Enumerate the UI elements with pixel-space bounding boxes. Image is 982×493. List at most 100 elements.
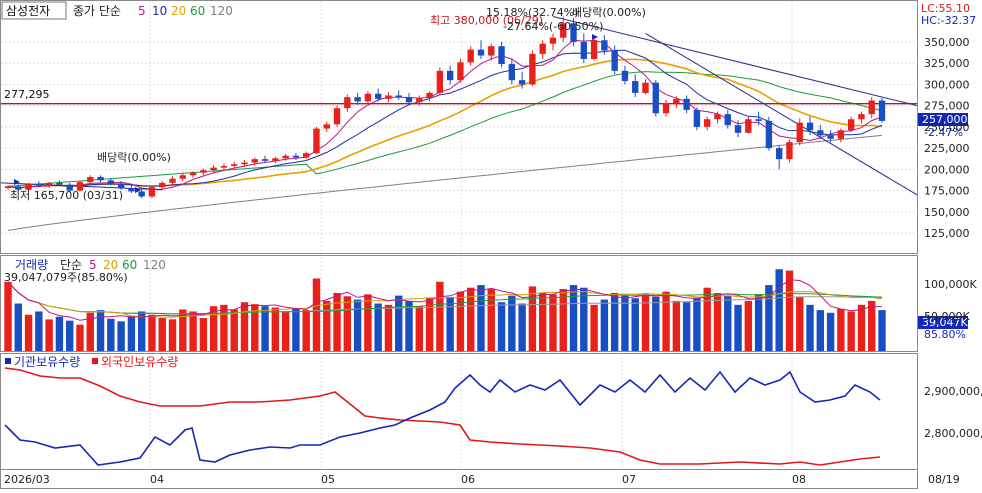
price-ytick-7: 175,000 xyxy=(924,185,970,198)
volume-bar xyxy=(384,304,393,351)
volume-bar xyxy=(631,298,639,351)
inst-legend: 기관보유수량 xyxy=(14,355,80,369)
ma-legend-series: 종가 단순 xyxy=(73,4,121,18)
volume-bar xyxy=(580,287,588,351)
volume-bar xyxy=(353,299,362,351)
volume-ma5 xyxy=(7,279,883,321)
volume-bar xyxy=(323,300,331,351)
candle-body xyxy=(601,40,608,51)
volume-bar xyxy=(868,300,876,351)
volume-bar xyxy=(436,281,444,351)
holdings-ytick-1: 2,800,000,0 xyxy=(924,427,982,440)
candle-body xyxy=(220,165,228,168)
candle-body xyxy=(231,164,238,166)
volume-bar xyxy=(518,303,526,351)
candle-body xyxy=(477,49,485,56)
stock-name: 삼성전자 xyxy=(6,4,50,18)
candle-body xyxy=(374,93,382,99)
holdings-ytick-0: 2,900,000,0 xyxy=(924,385,982,398)
volume-bar xyxy=(508,295,516,351)
candle-body xyxy=(128,188,135,192)
candle-body xyxy=(488,46,495,56)
candle-body xyxy=(837,130,845,139)
volume-legend-60: 60 xyxy=(122,258,137,272)
ma-legend-120: 120 xyxy=(210,4,233,18)
volume-bar xyxy=(497,302,506,351)
trend-line-1 xyxy=(645,33,918,196)
candle-body xyxy=(56,182,63,185)
inst-legend-marker xyxy=(5,358,11,364)
volume-bar xyxy=(405,300,413,351)
pct-high-annotation: 15.18%(32.74%) xyxy=(486,6,578,19)
volume-bar xyxy=(189,311,197,351)
xaxis-label-3: 06 xyxy=(461,473,475,486)
volume-bar xyxy=(240,302,249,351)
volume-current-box xyxy=(918,316,968,329)
candle-body xyxy=(395,95,402,98)
volume-bar xyxy=(65,320,74,351)
foreign-legend-marker xyxy=(92,358,98,364)
dividend-annotation-2: 배당락(0.00%) xyxy=(572,6,646,19)
candle-body xyxy=(827,135,834,139)
candle-body xyxy=(590,40,598,59)
volume-bar xyxy=(446,296,454,351)
candle-body xyxy=(241,162,248,165)
candle-body xyxy=(457,62,464,81)
price-ytick-0: 350,000 xyxy=(924,36,970,49)
candle-body xyxy=(765,120,773,149)
price-ytick-5: 225,000 xyxy=(924,142,970,155)
inst-holdings-line xyxy=(4,370,881,466)
candle-body xyxy=(560,23,567,38)
volume-ytick-1: 50,000K xyxy=(924,310,970,323)
volume-ma60 xyxy=(7,281,883,315)
candle-body xyxy=(734,125,742,133)
xaxis-label-6: 08/19 xyxy=(928,473,960,486)
candle-body xyxy=(97,176,104,181)
current-change-label: -2.47% xyxy=(924,126,963,139)
pct-high2-annotation: -27.64%(-60.50%) xyxy=(503,20,603,33)
volume-bar xyxy=(806,304,814,351)
candle-body xyxy=(35,183,43,186)
candle-body xyxy=(868,100,875,115)
candle-body xyxy=(539,43,546,54)
candle-body xyxy=(323,124,330,129)
volume-legend-5: 5 xyxy=(89,258,97,272)
candle-body xyxy=(4,186,12,189)
candle-body xyxy=(796,122,803,143)
volume-bar xyxy=(261,306,269,351)
candle-body xyxy=(66,184,73,191)
volume-bar xyxy=(621,295,629,351)
candle-body xyxy=(775,148,783,160)
high-annotation: 최고 380,000 (06/29) xyxy=(430,14,543,27)
volume-bar xyxy=(199,318,208,351)
volume-bar xyxy=(765,285,773,351)
x-axis-frame xyxy=(0,469,918,489)
volume-ma20 xyxy=(7,281,883,318)
candle-body xyxy=(508,64,516,81)
volume-bar xyxy=(137,311,146,351)
volume-bar xyxy=(364,294,372,351)
price-ytick-8: 150,000 xyxy=(924,206,970,219)
volume-bar xyxy=(847,311,855,351)
foreign-holdings-line xyxy=(4,367,881,466)
volume-bar xyxy=(292,308,300,351)
ma10-line xyxy=(7,49,883,189)
candle-body xyxy=(333,108,341,125)
candle-body xyxy=(549,37,557,44)
candle-body xyxy=(806,122,814,131)
ma-legend-10: 10 xyxy=(152,4,167,18)
stock-name-box[interactable] xyxy=(1,1,67,20)
price-panel-frame xyxy=(0,0,918,254)
candle-body xyxy=(107,180,115,184)
volume-bar xyxy=(395,295,403,351)
volume-bar xyxy=(734,304,742,351)
xaxis-label-4: 07 xyxy=(622,473,636,486)
foreign-legend: 외국인보유수량 xyxy=(101,355,178,369)
candle-body xyxy=(364,93,372,102)
candle-body xyxy=(313,128,320,154)
volume-bar xyxy=(86,312,94,351)
volume-pct-label: 85.80% xyxy=(924,328,966,341)
candle-body xyxy=(745,119,752,133)
volume-bar xyxy=(281,311,290,351)
candle-body xyxy=(426,92,433,99)
